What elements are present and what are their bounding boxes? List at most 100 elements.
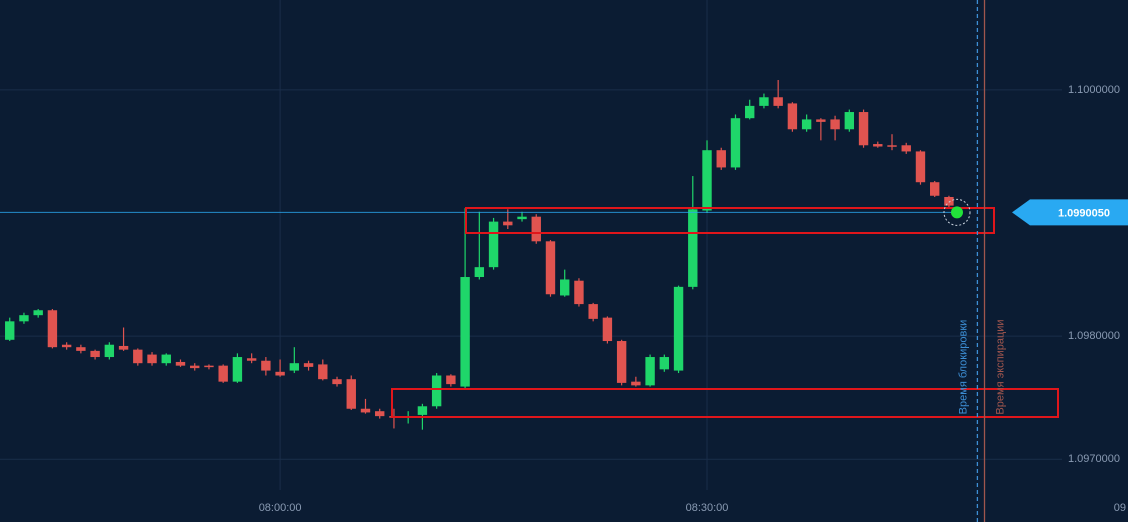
candle-body (161, 354, 171, 364)
time-line-label: Время блокировки (957, 320, 969, 415)
candle-body (716, 150, 726, 168)
candle (360, 398, 371, 414)
y-tick-label: 1.0980000 (1068, 330, 1120, 342)
candle-body (673, 286, 684, 371)
candle-body (375, 411, 385, 417)
candle-body (545, 241, 556, 295)
x-tick-label: 09 (1114, 502, 1126, 514)
y-tick-label: 1.1000000 (1068, 84, 1120, 96)
candle (346, 375, 356, 410)
candle-body (61, 344, 72, 348)
candle-body (645, 357, 655, 386)
candle-body (531, 216, 541, 242)
candle (645, 354, 655, 387)
candle-body (175, 361, 186, 366)
candle-body (474, 267, 485, 278)
candle-body (104, 344, 115, 358)
candle-body (33, 310, 43, 316)
candle-body (275, 371, 285, 376)
candle-body (616, 341, 627, 383)
candle (175, 359, 186, 367)
candle (631, 376, 641, 387)
candle-body (873, 144, 883, 147)
candle-body (446, 375, 456, 385)
candle-body (460, 277, 470, 387)
candle-body (688, 209, 698, 287)
candle-body (517, 216, 527, 220)
current-price-dot (951, 206, 963, 219)
candle-body (787, 103, 798, 130)
candle-body (118, 345, 129, 350)
y-tick-label: 1.0970000 (1068, 453, 1120, 465)
candle (588, 302, 598, 322)
candle-body (745, 105, 755, 119)
candle (5, 317, 15, 342)
candle (431, 373, 442, 409)
candle (858, 109, 869, 148)
candle-body (246, 358, 257, 361)
candle-body (915, 151, 926, 183)
candle (787, 102, 798, 132)
candle-body (76, 347, 86, 351)
candle-body (560, 279, 570, 296)
candle (446, 374, 456, 387)
candle (289, 347, 300, 374)
candle-body (318, 364, 328, 380)
candle (460, 208, 470, 390)
candle (616, 339, 627, 386)
candle-body (816, 119, 826, 122)
candle (545, 240, 556, 297)
candle (303, 360, 314, 371)
candle-body (588, 304, 598, 319)
candle (574, 278, 584, 307)
candle (730, 114, 741, 170)
annotation-box (391, 388, 1059, 418)
candle (773, 80, 783, 109)
candle-body (887, 145, 897, 147)
candle (275, 359, 285, 377)
candle (531, 214, 541, 244)
candle (901, 142, 911, 154)
candle (232, 353, 243, 383)
candle-body (702, 150, 712, 211)
candle (104, 342, 115, 360)
candle-body (488, 221, 499, 268)
candle-body (346, 379, 356, 409)
candle (318, 359, 328, 381)
time-line-label: Время экспирации (994, 319, 1006, 414)
annotation-box (465, 207, 995, 234)
candle-body (47, 310, 58, 348)
candle (61, 342, 72, 350)
candle (873, 141, 883, 148)
candle (716, 147, 726, 170)
candle (517, 211, 527, 222)
candle (76, 344, 86, 354)
candle-body (431, 375, 442, 407)
candle (33, 309, 43, 318)
candle-body (773, 97, 783, 106)
candle (844, 109, 855, 132)
candle (930, 180, 940, 197)
candle (161, 353, 171, 366)
candle-body (901, 145, 911, 152)
candle (118, 327, 129, 351)
candle-body (261, 360, 271, 371)
candle (474, 211, 485, 280)
overlay: 1.0970000 1.0980000 1.1000000 08:00:00 08:30… (259, 0, 1128, 522)
candle-body (944, 196, 954, 206)
candle (332, 376, 342, 387)
candle-body (730, 118, 741, 168)
candle-body (190, 365, 200, 369)
candle (147, 352, 157, 366)
candle (19, 312, 29, 324)
candle (204, 364, 214, 370)
candle-body (218, 365, 228, 382)
price-tag (1012, 199, 1128, 226)
candle (190, 363, 200, 371)
candle-body (801, 119, 812, 130)
candle-body (303, 363, 314, 367)
candle (887, 134, 897, 151)
candle-body (5, 321, 15, 340)
